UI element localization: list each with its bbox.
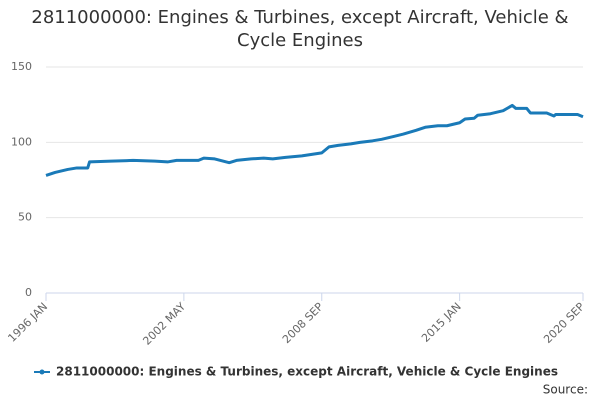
legend-marker bbox=[39, 369, 45, 375]
x-tick-label: 2008 SEP bbox=[280, 300, 326, 346]
x-tick-label: 2015 JAN bbox=[419, 300, 464, 345]
source: Source: bbox=[543, 383, 588, 397]
x-tick-label: 2020 SEP bbox=[541, 300, 587, 346]
x-tick-label: 2002 MAY bbox=[140, 300, 188, 348]
y-tick-label: 50 bbox=[18, 211, 32, 224]
legend-label: 2811000000: Engines & Turbines, except A… bbox=[56, 365, 558, 379]
chart-title: 2811000000: Engines & Turbines, except A… bbox=[31, 7, 569, 51]
y-tick-label: 150 bbox=[11, 60, 32, 73]
y-tick-label: 100 bbox=[11, 135, 32, 148]
x-tick-label: 1996 JAN bbox=[5, 300, 50, 345]
y-tick-label: 0 bbox=[25, 286, 32, 299]
line bbox=[45, 103, 584, 177]
